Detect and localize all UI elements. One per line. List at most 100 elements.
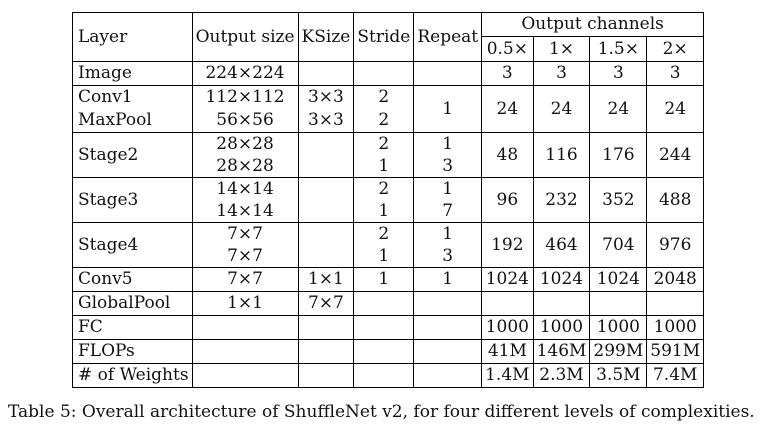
- output-size: 112×112: [191, 85, 299, 109]
- stride-value: 1: [378, 246, 390, 266]
- channel-cell: 96: [481, 177, 534, 223]
- repeat-value: 1: [442, 134, 454, 154]
- header-stride: Stride: [353, 12, 415, 62]
- header-level-1.5x: 1.5×: [589, 36, 648, 62]
- ksize-cell: 3×3: [297, 109, 355, 133]
- channel-cell: 2.3M: [532, 363, 591, 388]
- output-size: 7×7: [227, 246, 263, 266]
- output-size-cell: 28×28 28×28: [191, 132, 299, 178]
- repeat-cell: 1 7: [413, 177, 483, 223]
- table-row-stage3: Stage3 14×14 14×14 2 1 1 7 96 232 352 48…: [72, 177, 705, 223]
- header-level-2x: 2×: [646, 36, 705, 62]
- layer-name: Conv1: [72, 85, 193, 109]
- channel-cell: 3: [646, 61, 705, 86]
- layer-name: Conv5: [72, 267, 193, 292]
- table-row-conv1: Conv1 112×112 3×3 2 1 24 24 24 24: [72, 85, 705, 133]
- stride-value: 1: [378, 156, 390, 176]
- output-size: 224×224: [191, 61, 299, 86]
- channel-cell: 24: [646, 85, 705, 133]
- layer-name: Stage3: [72, 177, 193, 223]
- ksize-cell: [297, 315, 355, 340]
- channel-cell: 1024: [589, 267, 648, 292]
- repeat-cell: 1: [413, 85, 483, 133]
- output-size: [191, 339, 299, 364]
- ksize-cell: [297, 222, 355, 268]
- layer-name: Stage4: [72, 222, 193, 268]
- channel-cell: 24: [481, 85, 534, 133]
- channel-cell: 464: [532, 222, 591, 268]
- table-caption: Table 5: Overall architecture of Shuffle…: [8, 402, 755, 422]
- channel-cell: 1024: [481, 267, 534, 292]
- repeat-value: 3: [442, 246, 454, 266]
- channel-cell: 704: [589, 222, 648, 268]
- layer-name: FLOPs: [72, 339, 193, 364]
- channel-cell: 7.4M: [646, 363, 705, 388]
- channel-cell: 146M: [532, 339, 591, 364]
- channel-cell: 2048: [646, 267, 705, 292]
- stride-value: 2: [378, 224, 390, 244]
- layer-name: GlobalPool: [72, 291, 193, 316]
- output-size-cell: 7×7 7×7: [191, 222, 299, 268]
- stride-cell: [353, 61, 415, 86]
- header-layer: Layer: [72, 12, 193, 62]
- output-size: [191, 363, 299, 388]
- stride-cell: 2 1: [353, 132, 415, 178]
- output-size: 7×7: [227, 224, 263, 244]
- architecture-table: Layer Output size KSize Stride Repeat Ou…: [72, 12, 705, 388]
- repeat-cell: [413, 339, 483, 364]
- header-output-channels: Output channels: [481, 12, 705, 37]
- table-row-flops: FLOPs 41M 146M 299M 591M: [72, 339, 705, 364]
- stride-cell: [353, 363, 415, 388]
- output-size: 1×1: [191, 291, 299, 316]
- channel-cell: 299M: [589, 339, 648, 364]
- stride-cell: 2: [353, 85, 415, 109]
- layer-name: Stage2: [72, 132, 193, 178]
- table-row-globalpool: GlobalPool 1×1 7×7: [72, 291, 705, 316]
- channel-cell: [481, 291, 534, 316]
- repeat-value: 3: [442, 156, 454, 176]
- header-level-1x: 1×: [532, 36, 591, 62]
- repeat-cell: [413, 363, 483, 388]
- channel-cell: 1000: [481, 315, 534, 340]
- channel-cell: 3: [481, 61, 534, 86]
- channel-cell: 1000: [532, 315, 591, 340]
- ksize-cell: [297, 363, 355, 388]
- channel-cell: 976: [646, 222, 705, 268]
- stride-cell: [353, 315, 415, 340]
- channel-cell: 232: [532, 177, 591, 223]
- repeat-cell: [413, 291, 483, 316]
- channel-cell: 116: [532, 132, 591, 178]
- repeat-cell: 1: [413, 267, 483, 292]
- layer-name: MaxPool: [72, 109, 193, 133]
- ksize-cell: [297, 339, 355, 364]
- channel-cell: 176: [589, 132, 648, 178]
- table-row-stage2: Stage2 28×28 28×28 2 1 1 3 48 116 176 24…: [72, 132, 705, 178]
- table-row-fc: FC 1000 1000 1000 1000: [72, 315, 705, 340]
- layer-name: Image: [72, 61, 193, 86]
- layer-name: FC: [72, 315, 193, 340]
- channel-cell: [532, 291, 591, 316]
- channel-cell: 48: [481, 132, 534, 178]
- ksize-cell: [297, 177, 355, 223]
- header-row: Layer Output size KSize Stride Repeat Ou…: [72, 12, 705, 62]
- repeat-cell: 1 3: [413, 132, 483, 178]
- channel-cell: 1000: [646, 315, 705, 340]
- table-row-conv5: Conv5 7×7 1×1 1 1 1024 1024 1024 2048: [72, 267, 705, 292]
- stride-cell: 2 1: [353, 222, 415, 268]
- output-size: [191, 315, 299, 340]
- ksize-cell: 3×3: [297, 85, 355, 109]
- channel-cell: 1024: [532, 267, 591, 292]
- stride-cell: 2: [353, 109, 415, 133]
- repeat-cell: [413, 315, 483, 340]
- channel-cell: 1.4M: [481, 363, 534, 388]
- output-size: 14×14: [216, 201, 274, 221]
- output-size: 28×28: [216, 156, 274, 176]
- channel-cell: 3.5M: [589, 363, 648, 388]
- stride-value: 2: [378, 134, 390, 154]
- stride-cell: 2 1: [353, 177, 415, 223]
- stride-cell: 1: [353, 267, 415, 292]
- repeat-value: 1: [442, 224, 454, 244]
- channel-cell: 591M: [646, 339, 705, 364]
- output-size: 7×7: [191, 267, 299, 292]
- channel-cell: 488: [646, 177, 705, 223]
